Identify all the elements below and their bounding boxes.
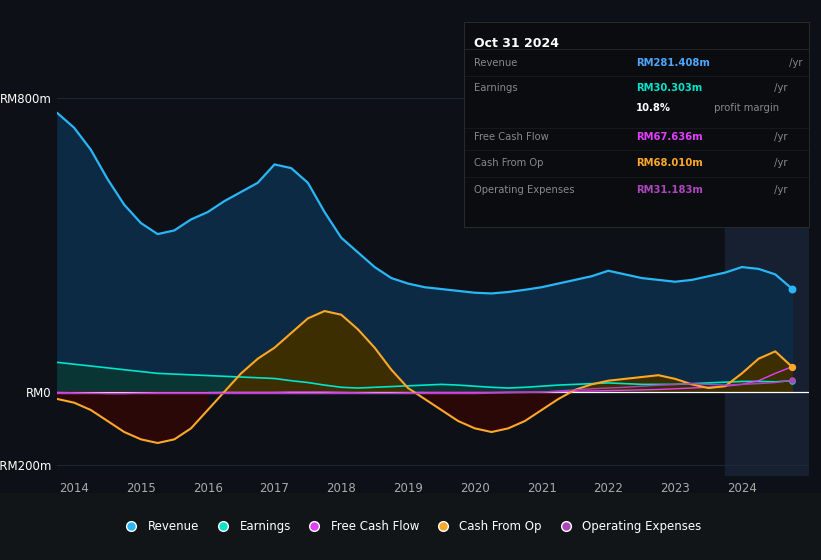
Point xyxy=(786,376,799,385)
Text: /yr: /yr xyxy=(771,185,788,195)
Point xyxy=(786,376,799,385)
Point xyxy=(786,284,799,293)
Text: Free Cash Flow: Free Cash Flow xyxy=(475,132,549,142)
Bar xyxy=(725,73,809,476)
Text: Earnings: Earnings xyxy=(475,83,518,93)
Text: /yr: /yr xyxy=(771,158,788,169)
Legend: Revenue, Earnings, Free Cash Flow, Cash From Op, Operating Expenses: Revenue, Earnings, Free Cash Flow, Cash … xyxy=(120,520,701,533)
Text: RM30.303m: RM30.303m xyxy=(636,83,703,93)
Text: Revenue: Revenue xyxy=(475,58,517,68)
Point xyxy=(786,362,799,371)
Text: RM31.183m: RM31.183m xyxy=(636,185,703,195)
Text: RM67.636m: RM67.636m xyxy=(636,132,703,142)
Text: /yr: /yr xyxy=(787,58,803,68)
Text: Oct 31 2024: Oct 31 2024 xyxy=(475,37,559,50)
Text: RM68.010m: RM68.010m xyxy=(636,158,703,169)
Text: 10.8%: 10.8% xyxy=(636,103,672,113)
Text: profit margin: profit margin xyxy=(711,103,779,113)
Text: Cash From Op: Cash From Op xyxy=(475,158,544,169)
Text: /yr: /yr xyxy=(771,132,788,142)
Text: Operating Expenses: Operating Expenses xyxy=(475,185,575,195)
Text: /yr: /yr xyxy=(771,83,788,93)
Text: RM281.408m: RM281.408m xyxy=(636,58,710,68)
